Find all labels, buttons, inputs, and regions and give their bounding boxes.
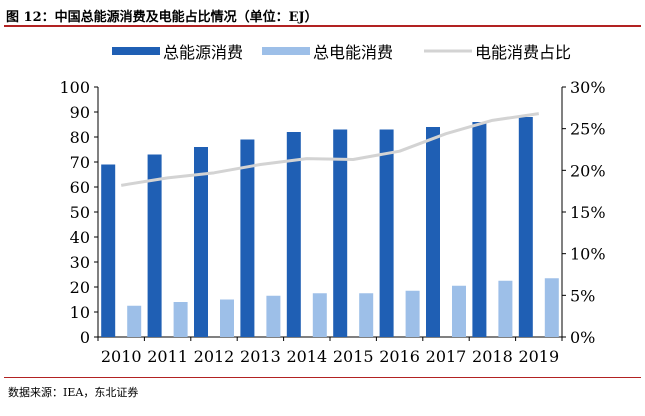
bars bbox=[101, 117, 559, 337]
bar-electric-energy bbox=[312, 293, 327, 337]
line-series bbox=[120, 112, 540, 187]
bar-electric-energy bbox=[266, 295, 281, 337]
x-tick-label: 2012 bbox=[194, 347, 235, 366]
source-note: 数据来源：IEA，东北证券 bbox=[8, 386, 139, 399]
x-tick-label: 2011 bbox=[147, 347, 188, 366]
legend-label-2: 电能消费占比 bbox=[475, 43, 571, 62]
y-right-tick-label: 15% bbox=[570, 203, 606, 222]
bar-electric-energy bbox=[173, 302, 188, 337]
bar-total-energy bbox=[194, 147, 208, 337]
y-left-tick-label: 80 bbox=[70, 128, 90, 147]
y-left-tick-label: 90 bbox=[70, 103, 90, 122]
x-tick-label: 2013 bbox=[240, 347, 281, 366]
bar-total-energy bbox=[472, 122, 487, 337]
line-electricity-share bbox=[120, 112, 540, 187]
y-right-tick-label: 0% bbox=[570, 328, 595, 347]
bar-electric-energy bbox=[359, 293, 374, 337]
x-tick-label: 2010 bbox=[101, 347, 142, 366]
y-right-tick-label: 25% bbox=[570, 120, 606, 139]
x-tick-label: 2016 bbox=[379, 347, 420, 366]
bar-total-energy bbox=[240, 139, 255, 337]
y-axis-left: 0 10 20 30 40 50 60 70 80 90 100 bbox=[59, 78, 99, 347]
y-axis-right: 0% 5% 10% 15% 20% 25% 30% bbox=[561, 78, 606, 347]
bar-total-energy bbox=[426, 127, 440, 337]
title-rule bbox=[4, 25, 641, 27]
bar-total-energy bbox=[518, 117, 533, 337]
y-left-tick-label: 0 bbox=[80, 328, 90, 347]
y-left-tick-label: 20 bbox=[70, 278, 90, 297]
y-left-tick-label: 10 bbox=[70, 303, 90, 322]
bar-electric-energy bbox=[405, 290, 420, 337]
bar-total-energy bbox=[333, 129, 348, 337]
y-right-tick-label: 10% bbox=[570, 245, 606, 264]
bar-electric-energy bbox=[127, 305, 142, 337]
bar-electric-energy bbox=[498, 280, 513, 337]
legend-swatch-1 bbox=[262, 47, 310, 55]
y-left-tick-label: 100 bbox=[59, 78, 90, 97]
bar-total-energy bbox=[101, 164, 116, 337]
legend: 总能源消费 总电能消费 电能消费占比 bbox=[112, 43, 571, 62]
legend-swatch-0 bbox=[112, 47, 160, 55]
x-axis: 2010 2011 2012 2013 2014 2015 2016 2017 2018 2019 bbox=[97, 336, 563, 366]
source-rule bbox=[4, 377, 641, 378]
bar-total-energy bbox=[286, 132, 301, 337]
chart: 总能源消费 总电能消费 电能消费占比 0102030405060708090100 … bbox=[59, 43, 606, 366]
x-tick-label: 2014 bbox=[286, 347, 327, 366]
y-left-tick-label: 50 bbox=[70, 203, 90, 222]
x-tick-label: 2015 bbox=[333, 347, 374, 366]
bar-electric-energy bbox=[220, 299, 234, 337]
y-left-tick-label: 30 bbox=[70, 253, 90, 272]
bar-total-energy bbox=[379, 129, 394, 337]
y-right-tick-label: 20% bbox=[570, 161, 606, 180]
x-tick-label: 2018 bbox=[472, 347, 513, 366]
legend-label-0: 总能源消费 bbox=[163, 43, 243, 62]
y-left-tick-label: 70 bbox=[70, 153, 90, 172]
y-right-tick-label: 5% bbox=[570, 286, 595, 305]
bar-electric-energy bbox=[452, 285, 466, 337]
legend-label-1: 总电能消费 bbox=[313, 43, 393, 62]
y-left-tick-label: 60 bbox=[70, 178, 90, 197]
figure-title: 图 12：中国总能源消费及电能占比情况（单位：EJ） bbox=[6, 10, 318, 25]
y-left-tick-label: 40 bbox=[70, 228, 90, 247]
bar-electric-energy bbox=[544, 278, 559, 337]
x-tick-label: 2019 bbox=[518, 347, 559, 366]
y-right-tick-label: 30% bbox=[570, 78, 606, 97]
x-tick-label: 2017 bbox=[426, 347, 467, 366]
bar-total-energy bbox=[147, 154, 162, 337]
